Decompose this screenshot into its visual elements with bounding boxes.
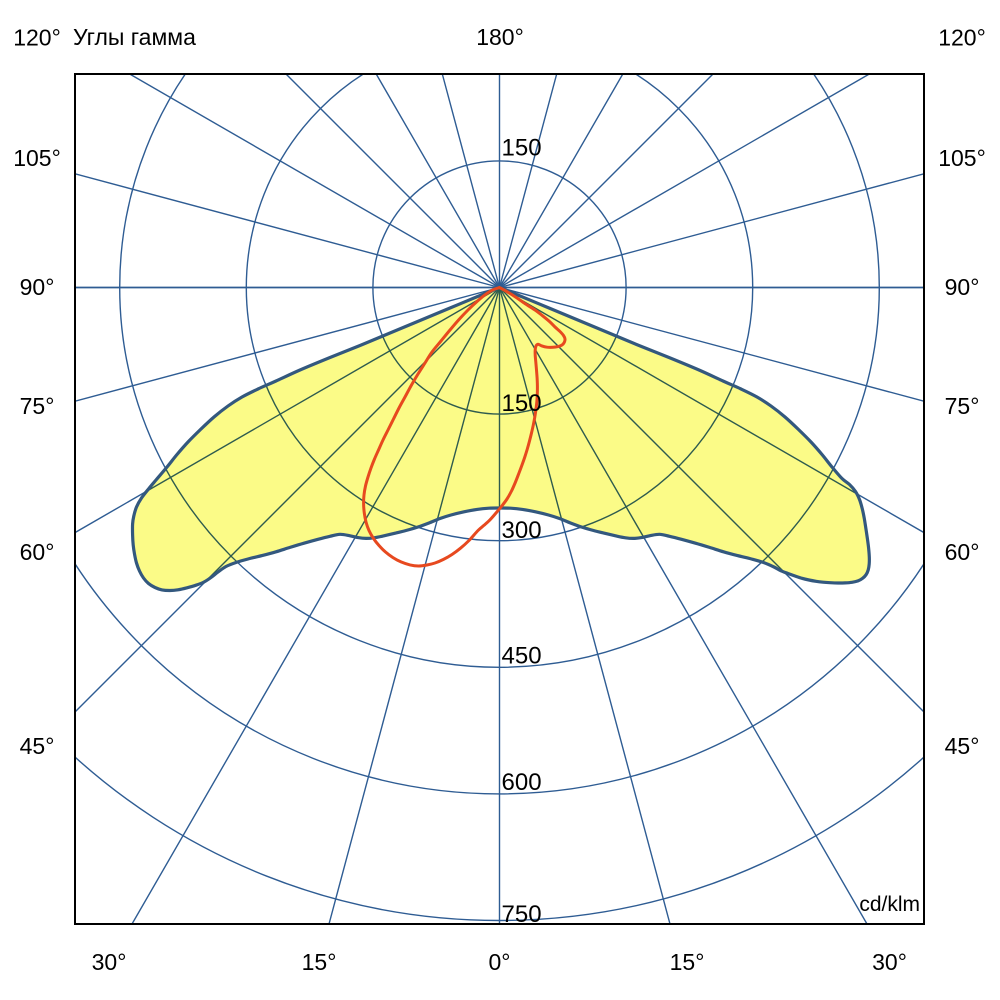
svg-text:150: 150 [502,390,542,417]
svg-text:60°: 60° [945,539,980,565]
svg-text:30°: 30° [92,949,127,975]
svg-text:Углы гамма: Углы гамма [73,24,196,50]
svg-text:0°: 0° [489,949,511,975]
svg-text:105°: 105° [13,145,61,171]
svg-text:45°: 45° [945,733,980,759]
svg-text:600: 600 [502,769,542,796]
svg-text:750: 750 [502,901,542,928]
svg-text:90°: 90° [20,274,55,300]
svg-text:105°: 105° [938,145,986,171]
svg-text:150: 150 [502,135,542,162]
svg-text:120°: 120° [938,24,986,50]
svg-text:120°: 120° [13,24,61,50]
svg-text:15°: 15° [302,949,337,975]
svg-text:300: 300 [502,517,542,544]
svg-text:90°: 90° [945,274,980,300]
svg-text:180°: 180° [476,24,524,50]
svg-text:75°: 75° [20,393,55,419]
svg-text:30°: 30° [872,949,907,975]
svg-text:45°: 45° [20,733,55,759]
svg-text:60°: 60° [20,539,55,565]
svg-text:cd/klm: cd/klm [859,893,920,916]
svg-text:15°: 15° [670,949,705,975]
svg-text:75°: 75° [945,393,980,419]
svg-text:450: 450 [502,643,542,670]
